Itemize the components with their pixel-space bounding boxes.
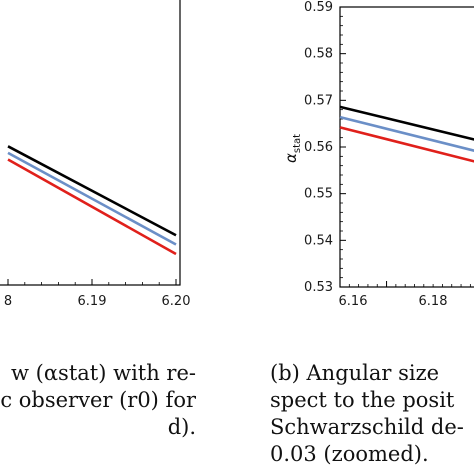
- panel-b-frame: [339, 6, 474, 288]
- panel-a-plot: 8 6.19 6.20: [0, 0, 190, 309]
- series-line-2: [339, 126, 474, 163]
- panel-a-ticks: [7, 279, 177, 285]
- panel-b-xtick-label: 6.16: [339, 294, 368, 309]
- panel-b-series: [339, 105, 474, 163]
- series-line-0: [339, 105, 474, 141]
- series-line-2: [7, 158, 177, 256]
- caption-b: (b) Angular size spect to the posit Schw…: [270, 361, 464, 466]
- panel-a-frame: [0, 0, 181, 286]
- panel-a-xtick-label: 8: [4, 294, 12, 309]
- panel-b-ticks: [340, 6, 471, 288]
- panel-b-ytick-label: 0.58: [304, 47, 333, 62]
- panel-b-plot: 0.59 0.58 0.57 0.56 0.55 0.54 0.53 6.16 …: [282, 0, 474, 309]
- caption-a: w (αstat) with re- c observer (r0) for d…: [0, 361, 196, 439]
- series-line-1: [339, 115, 474, 152]
- panel-b-y-axis-label: αstat: [282, 134, 303, 163]
- panel-b-ytick-label: 0.59: [304, 0, 333, 15]
- panel-b-ytick-label: 0.55: [304, 187, 333, 202]
- series-line-1: [7, 151, 177, 246]
- panel-b-xtick-label: 6.18: [419, 294, 448, 309]
- panel-a-xtick-label: 6.20: [162, 294, 191, 309]
- series-line-0: [7, 145, 177, 237]
- panel-b-ytick-label: 0.56: [304, 140, 333, 155]
- panel-b-ytick-label: 0.53: [304, 280, 333, 295]
- ylabel-alpha: α: [282, 153, 300, 163]
- panel-b-ytick-label: 0.57: [304, 93, 333, 108]
- panel-a-xtick-label: 6.19: [78, 294, 107, 309]
- ylabel-subscript: stat: [292, 134, 303, 153]
- panel-a-series: [7, 145, 177, 256]
- panel-b-ytick-label: 0.54: [304, 233, 333, 248]
